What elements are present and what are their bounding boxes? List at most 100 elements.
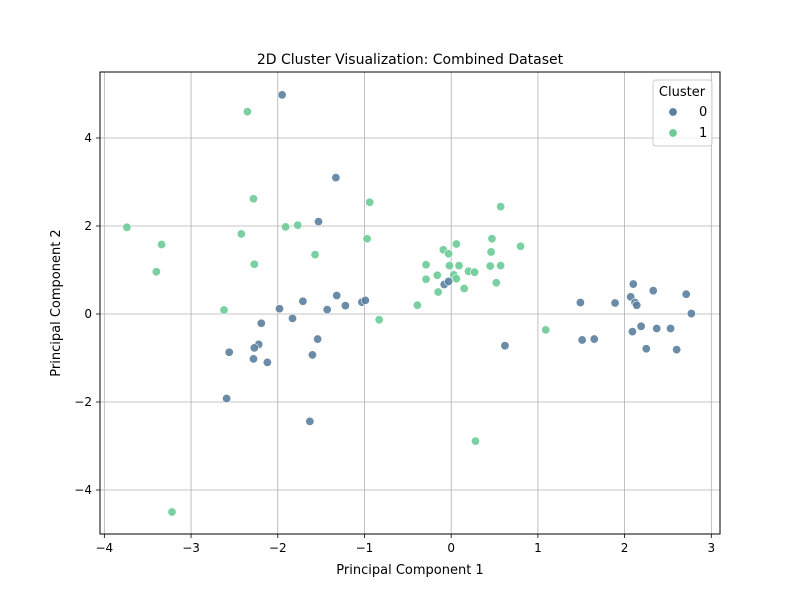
- data-point-cluster-1: [157, 239, 167, 249]
- legend-box: [652, 79, 713, 147]
- y-tick-label: −2: [74, 395, 92, 409]
- data-point-cluster-0: [666, 324, 676, 334]
- data-point-cluster-1: [236, 229, 246, 239]
- data-point-cluster-0: [575, 298, 585, 308]
- data-point-cluster-0: [305, 416, 315, 426]
- x-tick-label: 0: [447, 541, 455, 555]
- x-tick-label: 2: [621, 541, 629, 555]
- data-point-cluster-0: [313, 334, 323, 344]
- data-point-cluster-0: [686, 309, 696, 319]
- x-tick-label: 1: [534, 541, 542, 555]
- data-point-cluster-0: [681, 289, 691, 299]
- data-points: [122, 90, 696, 517]
- grid: [100, 72, 720, 534]
- data-point-cluster-0: [632, 300, 642, 310]
- data-point-cluster-1: [516, 241, 526, 251]
- data-point-cluster-0: [636, 321, 646, 331]
- data-point-cluster-1: [454, 261, 464, 271]
- data-point-cluster-1: [444, 249, 454, 259]
- data-point-cluster-1: [248, 194, 258, 204]
- data-point-cluster-1: [219, 305, 229, 315]
- data-point-cluster-0: [224, 347, 234, 357]
- x-tick-label: −2: [269, 541, 287, 555]
- y-tick-label: 0: [84, 307, 92, 321]
- data-point-cluster-1: [167, 507, 177, 517]
- data-point-cluster-1: [421, 274, 431, 284]
- legend-title: Cluster: [659, 85, 706, 100]
- data-point-cluster-0: [288, 313, 298, 323]
- data-point-cluster-0: [256, 318, 266, 328]
- data-point-cluster-1: [491, 278, 501, 288]
- axis-ticks: −4 −3 −2 −1 0 1 2 3 −4 −2 0 2 4: [74, 131, 715, 555]
- data-point-cluster-0: [610, 298, 620, 308]
- legend-marker-cluster-1: [668, 128, 678, 138]
- plot-area-frame: [99, 71, 721, 535]
- data-point-cluster-1: [421, 260, 431, 270]
- data-point-cluster-1: [374, 315, 384, 325]
- legend-marker-cluster-0: [668, 107, 678, 117]
- data-point-cluster-0: [322, 305, 332, 315]
- x-axis-label: Principal Component 1: [336, 563, 483, 578]
- chart-title: 2D Cluster Visualization: Combined Datas…: [257, 52, 564, 68]
- data-point-cluster-1: [362, 234, 372, 244]
- legend: Cluster 0 1: [652, 79, 713, 147]
- data-point-cluster-1: [496, 261, 506, 271]
- data-point-cluster-1: [281, 222, 291, 232]
- data-point-cluster-1: [486, 247, 496, 257]
- data-point-cluster-1: [470, 267, 480, 277]
- data-point-cluster-0: [648, 286, 658, 296]
- data-point-cluster-0: [249, 343, 259, 353]
- legend-label-cluster-0: 0: [699, 105, 707, 120]
- data-point-cluster-1: [249, 259, 259, 269]
- data-point-cluster-0: [577, 335, 587, 345]
- data-point-cluster-1: [293, 220, 303, 230]
- data-point-cluster-0: [314, 217, 324, 227]
- data-point-cluster-1: [541, 325, 551, 335]
- data-point-cluster-1: [365, 197, 375, 207]
- data-point-cluster-1: [470, 436, 480, 446]
- data-point-cluster-0: [332, 291, 342, 301]
- data-point-cluster-0: [331, 173, 341, 183]
- x-tick-label: −3: [182, 541, 200, 555]
- data-point-cluster-0: [360, 295, 370, 305]
- data-point-cluster-1: [412, 300, 422, 310]
- data-point-cluster-1: [496, 202, 506, 212]
- data-point-cluster-0: [274, 304, 284, 314]
- data-point-cluster-0: [500, 341, 510, 351]
- data-point-cluster-0: [340, 301, 350, 311]
- data-point-cluster-0: [277, 90, 287, 100]
- y-tick-label: 4: [84, 131, 92, 145]
- data-point-cluster-0: [589, 334, 599, 344]
- data-point-cluster-1: [242, 107, 252, 117]
- x-tick-label: 3: [708, 541, 716, 555]
- data-point-cluster-0: [222, 393, 232, 403]
- data-point-cluster-0: [672, 345, 682, 355]
- data-point-cluster-0: [641, 344, 651, 354]
- data-point-cluster-1: [122, 222, 132, 232]
- y-tick-label: −4: [74, 483, 92, 497]
- data-point-cluster-0: [652, 324, 662, 334]
- legend-label-cluster-1: 1: [699, 126, 707, 141]
- data-point-cluster-1: [432, 270, 442, 280]
- data-point-cluster-0: [628, 279, 638, 289]
- y-axis-label: Principal Component 2: [49, 229, 64, 376]
- data-point-cluster-0: [298, 296, 308, 306]
- data-point-cluster-1: [151, 267, 161, 277]
- data-point-cluster-1: [485, 261, 495, 271]
- data-point-cluster-1: [451, 239, 461, 249]
- data-point-cluster-1: [310, 250, 320, 260]
- data-point-cluster-0: [262, 357, 272, 367]
- data-point-cluster-1: [487, 234, 497, 244]
- data-point-cluster-0: [248, 354, 258, 364]
- y-tick-label: 2: [84, 219, 92, 233]
- data-point-cluster-1: [433, 287, 443, 297]
- data-point-cluster-0: [307, 350, 317, 360]
- data-point-cluster-0: [627, 327, 637, 337]
- data-point-cluster-1: [451, 274, 461, 284]
- data-point-cluster-1: [459, 283, 469, 293]
- x-tick-label: −4: [95, 541, 113, 555]
- x-tick-label: −1: [356, 541, 374, 555]
- data-point-cluster-1: [444, 261, 454, 271]
